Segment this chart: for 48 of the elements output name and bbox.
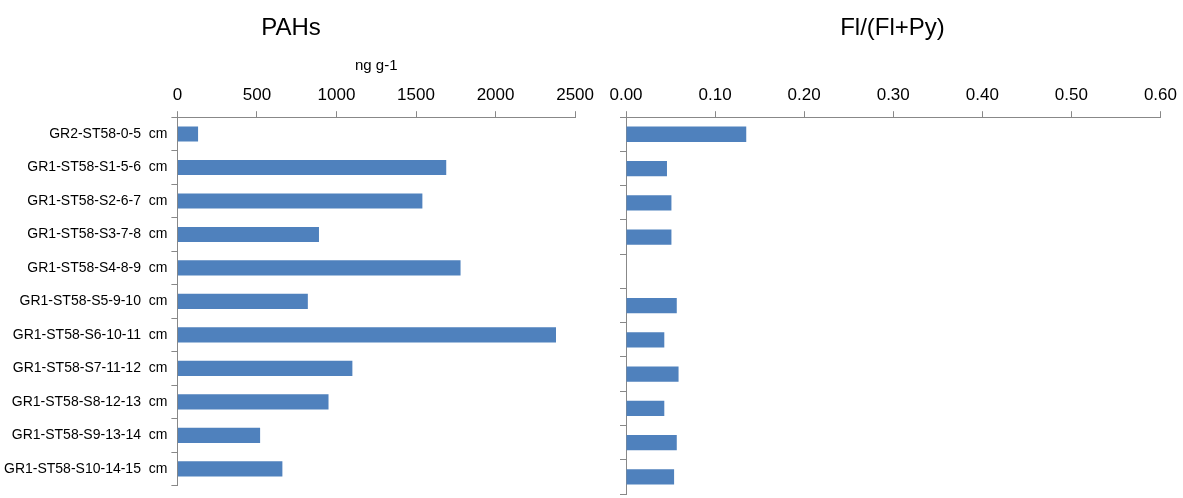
bar <box>177 159 447 175</box>
bar <box>626 400 665 417</box>
bar <box>626 469 675 485</box>
x-tick-label: 0.10 <box>698 84 732 104</box>
bar <box>177 126 199 142</box>
bar <box>626 229 672 245</box>
bar <box>626 332 665 348</box>
bar <box>177 293 308 309</box>
bar <box>177 427 261 443</box>
x-tick-label: 2500 <box>556 84 594 104</box>
y-tick-label: GR1-ST58-S2-6-7 cm <box>27 191 168 208</box>
bar <box>177 260 461 276</box>
x-axis-title: ng g-1 <box>354 55 398 73</box>
chart-title: Fl/(Fl+Py) <box>840 13 945 41</box>
bar <box>626 297 677 314</box>
bar <box>626 366 679 382</box>
bar <box>626 434 677 451</box>
x-tick-label: 1500 <box>397 84 435 104</box>
y-tick-label: GR1-ST58-S10-14-15 cm <box>3 459 168 476</box>
x-tick-label: 0.60 <box>1143 84 1177 104</box>
bar <box>177 193 423 209</box>
bar <box>626 126 747 143</box>
bar <box>177 226 319 242</box>
y-tick-label: GR1-ST58-S1-5-6 cm <box>27 158 168 175</box>
y-tick-label: GR1-ST58-S9-13-14 cm <box>11 426 168 443</box>
y-tick-label: GR1-ST58-S3-7-8 cm <box>27 225 168 242</box>
bar <box>626 195 672 211</box>
bar <box>177 327 556 343</box>
x-tick-label: 2000 <box>476 84 515 104</box>
x-tick-label: 0.40 <box>965 84 999 104</box>
x-tick-label: 0.30 <box>876 84 910 104</box>
x-tick-label: 0.00 <box>609 84 643 104</box>
x-tick-label: 0 <box>172 84 183 104</box>
x-tick-label: 500 <box>242 84 272 104</box>
x-tick-label: 1000 <box>317 84 356 104</box>
bar <box>177 461 283 477</box>
y-tick-label: GR1-ST58-S4-8-9 cm <box>27 258 168 275</box>
bar <box>626 160 667 177</box>
y-tick-label: GR1-ST58-S7-11-12 cm <box>12 359 168 376</box>
x-tick-label: 0.50 <box>1054 84 1088 104</box>
y-tick-label: GR2-ST58-0-5 cm <box>49 124 168 141</box>
y-tick-label: GR1-ST58-S6-10-11 cm <box>12 325 168 342</box>
bar <box>177 394 329 410</box>
chart-title: PAHs <box>261 13 321 41</box>
y-tick-label: GR1-ST58-S5-9-10 cm <box>19 292 168 309</box>
y-tick-label: GR1-ST58-S8-12-13 cm <box>11 392 168 409</box>
bar <box>177 360 353 376</box>
x-tick-label: 0.20 <box>787 84 821 104</box>
